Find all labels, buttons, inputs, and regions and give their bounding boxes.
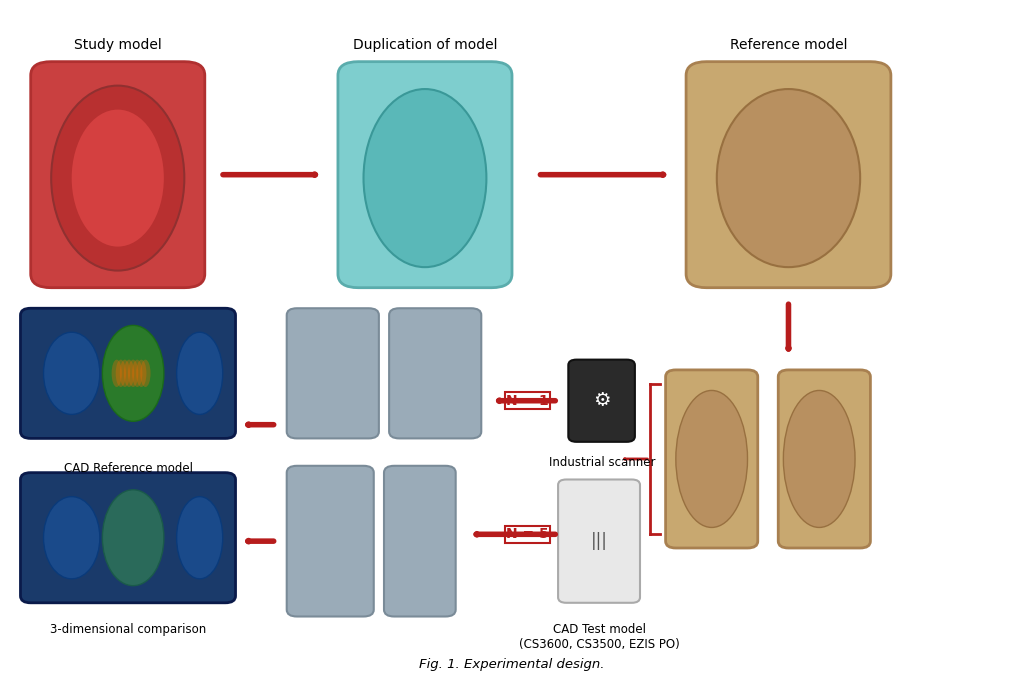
FancyBboxPatch shape [20,473,236,603]
Ellipse shape [124,360,134,387]
Ellipse shape [44,497,100,579]
FancyBboxPatch shape [31,62,205,288]
Ellipse shape [717,89,860,267]
FancyBboxPatch shape [558,479,640,603]
Ellipse shape [120,360,130,387]
FancyBboxPatch shape [287,308,379,438]
FancyBboxPatch shape [389,308,481,438]
Ellipse shape [364,89,486,267]
Ellipse shape [112,360,122,387]
Text: Industrial scanner: Industrial scanner [549,456,655,469]
Ellipse shape [44,332,100,414]
FancyBboxPatch shape [384,466,456,616]
Ellipse shape [176,332,223,414]
Ellipse shape [51,86,184,271]
Text: |||: ||| [591,532,607,550]
Text: Reference model: Reference model [730,38,847,51]
Ellipse shape [102,490,164,586]
FancyBboxPatch shape [778,370,870,548]
Text: CAD Reference model: CAD Reference model [63,462,193,475]
Ellipse shape [128,360,138,387]
Ellipse shape [102,325,164,421]
Ellipse shape [72,110,164,247]
Text: Fig. 1. Experimental design.: Fig. 1. Experimental design. [419,658,605,671]
Ellipse shape [676,390,748,527]
Text: N = 1: N = 1 [506,394,549,408]
Text: ⚙: ⚙ [593,391,611,410]
Text: 3-dimensional comparison: 3-dimensional comparison [50,623,206,636]
FancyBboxPatch shape [686,62,891,288]
FancyBboxPatch shape [287,466,374,616]
Text: Duplication of model: Duplication of model [352,38,498,51]
FancyBboxPatch shape [666,370,758,548]
Text: Study model: Study model [74,38,162,51]
Text: CAD Test model
(CS3600, CS3500, EZIS PO): CAD Test model (CS3600, CS3500, EZIS PO) [519,623,679,651]
FancyBboxPatch shape [20,308,236,438]
Ellipse shape [176,497,223,579]
Ellipse shape [140,360,151,387]
Ellipse shape [116,360,126,387]
Text: N = 5: N = 5 [506,527,549,541]
Ellipse shape [783,390,855,527]
Ellipse shape [136,360,146,387]
FancyBboxPatch shape [338,62,512,288]
Ellipse shape [132,360,142,387]
FancyBboxPatch shape [568,360,635,442]
